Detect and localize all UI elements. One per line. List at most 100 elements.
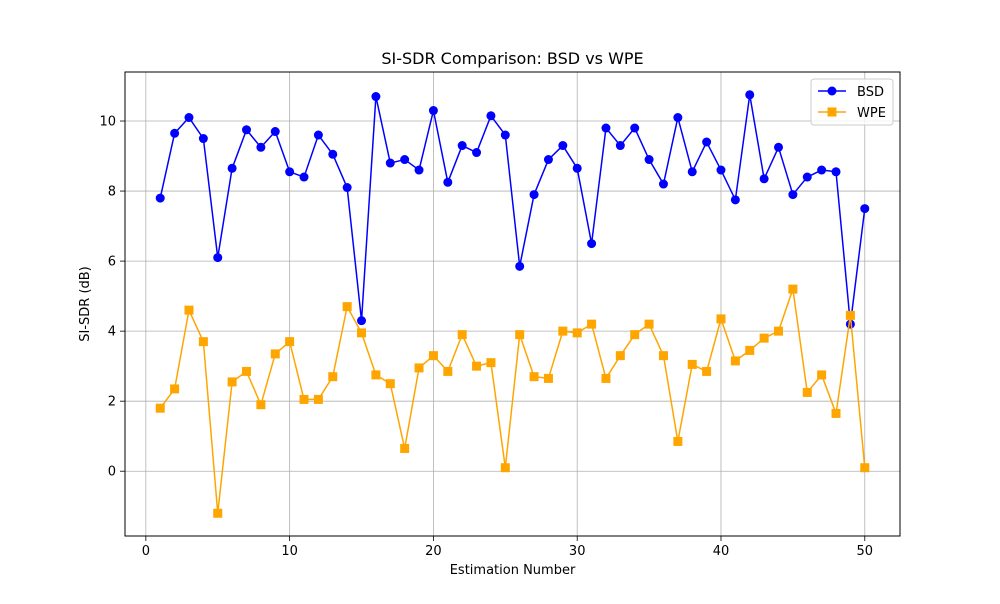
data-point-wpe [500,463,510,473]
data-point-bsd [198,134,208,144]
data-point-bsd [687,167,697,177]
data-point-wpe [457,330,467,340]
data-point-bsd [759,174,769,184]
y-tick-label: 2 [108,395,116,410]
data-point-bsd [371,92,381,102]
data-point-bsd [457,141,467,151]
data-point-bsd [213,253,223,263]
data-point-wpe [860,463,870,473]
data-point-wpe [198,337,208,347]
data-point-bsd [831,167,841,177]
data-point-bsd [241,125,251,135]
data-point-wpe [227,377,237,387]
data-point-bsd [658,179,668,189]
data-point-bsd [558,141,568,151]
data-point-bsd [299,172,309,182]
data-point-bsd [486,111,496,121]
data-point-bsd [500,130,510,140]
data-point-bsd [543,155,553,165]
chart-title: SI-SDR Comparison: BSD vs WPE [381,49,643,68]
x-tick-label: 10 [281,544,298,559]
data-point-bsd [428,106,438,116]
data-point-wpe [572,328,582,338]
data-point-bsd [730,195,740,205]
data-point-wpe [155,403,165,413]
data-point-wpe [543,373,553,383]
y-tick-label: 0 [108,465,116,480]
data-point-wpe [730,356,740,366]
data-point-bsd [472,148,482,158]
data-point-bsd [601,123,611,133]
data-point-bsd [774,142,784,152]
data-point-wpe [170,384,180,394]
data-point-bsd [572,163,582,173]
y-tick-label: 8 [108,185,116,200]
data-point-bsd [788,190,798,200]
data-point-bsd [400,155,410,165]
y-tick-label: 4 [108,325,116,340]
data-point-bsd [443,177,453,187]
data-point-wpe [385,379,395,389]
data-point-bsd [256,142,266,152]
data-point-wpe [285,337,295,347]
data-point-bsd [227,163,237,173]
legend: BSD WPE [810,78,894,126]
data-point-bsd [515,261,525,271]
legend-label-wpe: WPE [857,106,886,121]
x-tick-label: 50 [856,544,873,559]
grid-layer [125,72,900,536]
data-point-bsd [644,155,654,165]
x-tick-label: 40 [713,544,730,559]
series-line-bsd [159,94,866,325]
data-point-wpe [558,326,568,336]
data-point-wpe [184,305,194,315]
y-axis-label: SI-SDR (dB) [78,266,93,342]
data-point-wpe [587,319,597,329]
legend-marker-bsd [827,86,837,96]
x-tick-label: 0 [142,544,150,559]
data-point-wpe [443,366,453,376]
data-point-wpe [515,330,525,340]
plot-frame [124,71,901,537]
data-point-wpe [270,349,280,359]
data-point-wpe [774,326,784,336]
data-point-bsd [170,128,180,138]
data-point-wpe [831,408,841,418]
data-point-wpe [299,394,309,404]
data-point-wpe [644,319,654,329]
data-point-wpe [486,358,496,368]
y-tick-label: 6 [108,255,116,270]
data-point-wpe [802,387,812,397]
data-point-wpe [745,345,755,355]
data-point-wpe [213,508,223,518]
data-point-wpe [241,366,251,376]
legend-label-bsd: BSD [857,85,884,100]
data-point-bsd [357,316,367,326]
data-point-wpe [529,372,539,382]
data-point-wpe [759,333,769,343]
x-axis-label: Estimation Number [450,563,576,578]
data-point-wpe [313,394,323,404]
data-point-wpe [472,361,482,371]
tick-layer: 0 10 20 30 40 50 0 2 4 6 8 10 [99,115,873,559]
data-point-wpe [788,284,798,294]
data-point-bsd [587,239,597,249]
data-point-bsd [630,123,640,133]
data-point-wpe [342,302,352,312]
data-point-bsd [716,165,726,175]
data-point-bsd [414,165,424,175]
data-point-bsd [155,193,165,203]
data-point-bsd [285,167,295,177]
data-point-wpe [414,363,424,373]
data-point-bsd [702,137,712,147]
data-point-wpe [702,366,712,376]
y-tick-label: 10 [99,115,116,130]
data-point-bsd [673,113,683,123]
data-point-wpe [400,443,410,453]
data-point-wpe [615,351,625,361]
legend-marker-wpe [827,107,837,117]
data-point-wpe [428,351,438,361]
data-point-bsd [313,130,323,140]
